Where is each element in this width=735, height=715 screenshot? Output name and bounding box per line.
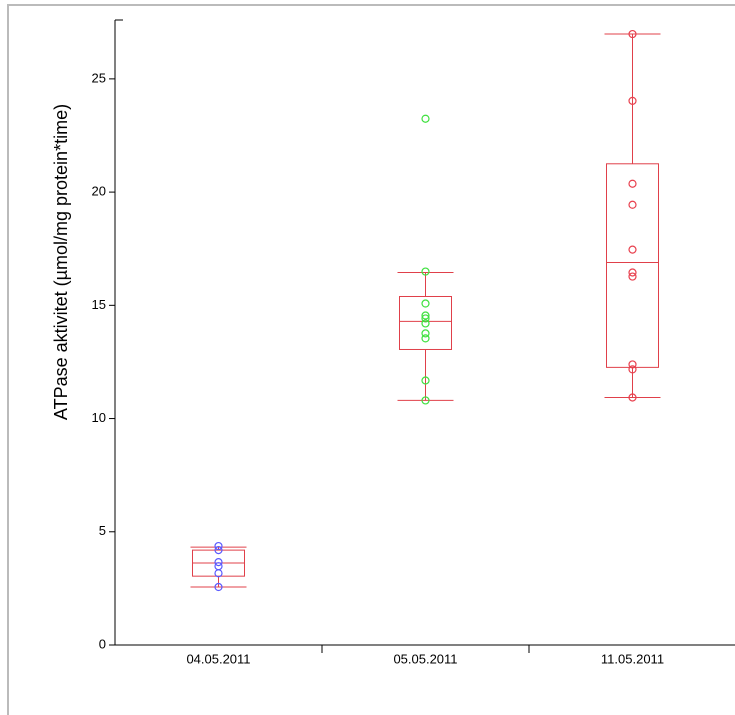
point (421, 314, 430, 323)
point (214, 569, 223, 578)
point (628, 268, 637, 277)
point (628, 393, 637, 402)
x-tick-label: 04.05.2011 (186, 651, 250, 666)
x-tick-label: 11.05.2011 (601, 651, 664, 666)
point (628, 29, 637, 39)
point (421, 267, 430, 276)
y-tick-label: 10 (92, 410, 106, 425)
point (628, 96, 637, 105)
point (214, 582, 223, 592)
y-tick-label: 15 (92, 297, 106, 312)
window-frame (7, 4, 735, 715)
point (421, 319, 430, 328)
y-tick-label: 0 (99, 636, 106, 651)
y-axis-label: ATPase aktivitet (µmol/mg protein*time) (51, 104, 71, 420)
point (421, 334, 430, 343)
point (628, 365, 637, 374)
y-tick-label: 5 (99, 523, 106, 538)
point (628, 360, 637, 369)
point (628, 179, 637, 188)
box (399, 295, 452, 350)
point (421, 376, 430, 385)
point (421, 329, 430, 338)
point (421, 114, 430, 123)
point (214, 546, 223, 555)
point (214, 558, 223, 567)
point (421, 396, 430, 405)
y-tick-label: 20 (92, 184, 106, 199)
y-tick-label: 25 (92, 70, 106, 85)
x-tick-label: 05.05.2011 (393, 651, 457, 666)
box (606, 163, 659, 368)
point (628, 200, 637, 209)
point (214, 541, 223, 551)
point (628, 245, 637, 254)
point (421, 311, 430, 320)
point (421, 299, 430, 308)
point (628, 272, 637, 281)
